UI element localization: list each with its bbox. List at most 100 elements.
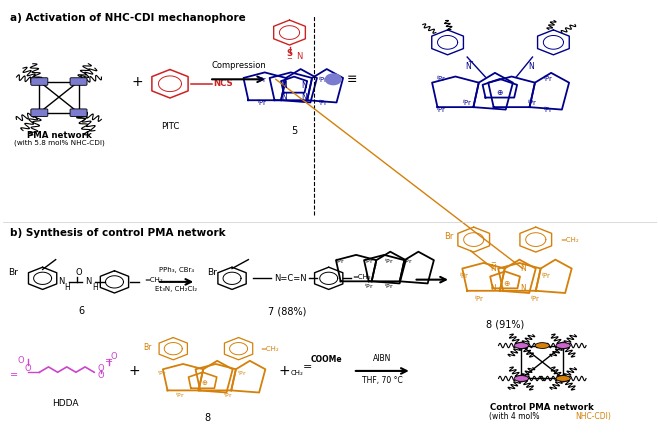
Text: H: H: [92, 283, 98, 292]
Text: Et₃N, CH₂Cl₂: Et₃N, CH₂Cl₂: [155, 286, 197, 293]
Text: Br: Br: [207, 268, 217, 277]
Text: H: H: [64, 283, 70, 292]
Text: +: +: [278, 364, 290, 378]
Text: N: N: [520, 284, 526, 293]
Text: +: +: [132, 74, 143, 89]
Text: N: N: [520, 264, 526, 273]
Circle shape: [326, 74, 341, 85]
Text: Compression: Compression: [211, 61, 266, 70]
Text: =CH₂: =CH₂: [560, 237, 578, 242]
Text: =: =: [105, 356, 113, 366]
Text: N=C=N: N=C=N: [274, 274, 307, 283]
Text: 5: 5: [291, 126, 297, 136]
Text: NCS: NCS: [214, 79, 234, 88]
Text: $^i$Pr: $^i$Pr: [403, 256, 413, 266]
Text: O: O: [111, 352, 117, 361]
Text: N: N: [528, 62, 534, 71]
Text: $^i$Pr: $^i$Pr: [530, 294, 541, 306]
Text: HDDA: HDDA: [52, 399, 79, 408]
Text: $^i$Pr: $^i$Pr: [365, 282, 374, 291]
Text: O: O: [97, 371, 104, 380]
Text: N: N: [282, 82, 287, 90]
Text: $^i$Pr: $^i$Pr: [318, 74, 329, 86]
Text: $^i$Pr: $^i$Pr: [384, 256, 393, 266]
Text: $^i$Pr: $^i$Pr: [257, 98, 268, 109]
Text: N: N: [490, 284, 496, 293]
Text: $^i$Pr: $^i$Pr: [436, 105, 446, 116]
Text: Br: Br: [444, 232, 453, 241]
Text: =CH₂: =CH₂: [144, 277, 163, 283]
Text: $^i$Pr: $^i$Pr: [384, 282, 393, 291]
Text: $^i$Pr: $^i$Pr: [474, 294, 484, 306]
Text: Control PMA network: Control PMA network: [490, 404, 594, 413]
Text: =CH₂: =CH₂: [352, 274, 371, 280]
Text: =: =: [11, 370, 18, 380]
FancyBboxPatch shape: [70, 109, 87, 116]
Text: $^i$Pr: $^i$Pr: [157, 369, 167, 378]
Ellipse shape: [535, 343, 549, 349]
FancyBboxPatch shape: [70, 78, 87, 85]
Text: N: N: [490, 264, 496, 273]
Text: $^i$Pr: $^i$Pr: [542, 271, 552, 282]
Text: $^i$Pr: $^i$Pr: [335, 256, 345, 266]
FancyBboxPatch shape: [31, 109, 48, 116]
Ellipse shape: [514, 375, 528, 381]
Text: $^i$Pr: $^i$Pr: [544, 105, 554, 116]
Text: $^i$Pr: $^i$Pr: [318, 98, 329, 109]
Text: N: N: [301, 82, 307, 90]
Text: O: O: [75, 267, 82, 276]
Text: =: =: [303, 362, 312, 372]
Text: O: O: [18, 356, 24, 365]
Text: PITC: PITC: [161, 121, 179, 131]
Text: S: S: [286, 49, 293, 58]
Text: $^i$Pr: $^i$Pr: [459, 271, 469, 282]
Text: $^i$Pr: $^i$Pr: [462, 98, 472, 109]
Ellipse shape: [556, 375, 570, 381]
Text: N: N: [296, 52, 303, 60]
Text: −: −: [287, 56, 292, 62]
Text: $^i$Pr: $^i$Pr: [222, 391, 232, 400]
Text: −: −: [490, 260, 496, 266]
Text: ⊕: ⊕: [503, 279, 509, 288]
Text: (with 4 mol%: (with 4 mol%: [490, 412, 542, 421]
Ellipse shape: [514, 343, 528, 349]
Text: :: :: [374, 258, 378, 268]
Text: $^i$Pr: $^i$Pr: [257, 74, 268, 86]
Ellipse shape: [556, 343, 570, 349]
Text: =CH₂: =CH₂: [260, 346, 279, 352]
Text: +: +: [128, 364, 140, 378]
Text: O: O: [24, 364, 31, 373]
Text: b) Synthesis of control PMA network: b) Synthesis of control PMA network: [10, 228, 226, 238]
Text: AIBN: AIBN: [373, 354, 392, 363]
Text: CH₂: CH₂: [291, 370, 304, 376]
Text: O: O: [97, 364, 104, 373]
Text: N: N: [58, 277, 64, 286]
Text: $^i$Pr: $^i$Pr: [527, 98, 538, 109]
Text: −: −: [468, 60, 473, 65]
Text: a) Activation of NHC-CDI mechanophore: a) Activation of NHC-CDI mechanophore: [10, 13, 245, 22]
Text: ⊕: ⊕: [497, 88, 503, 97]
Text: ≡: ≡: [346, 73, 357, 86]
Text: PMA network: PMA network: [26, 130, 91, 139]
FancyBboxPatch shape: [31, 78, 48, 85]
Text: $^i$Pr: $^i$Pr: [436, 73, 446, 85]
Text: $^i$Pr: $^i$Pr: [175, 391, 185, 400]
Text: (with 5.8 mol% NHC-CDI): (with 5.8 mol% NHC-CDI): [14, 139, 105, 146]
Text: NHC-CDI): NHC-CDI): [575, 412, 611, 421]
Text: COOMe: COOMe: [311, 355, 342, 364]
Text: N: N: [85, 277, 91, 286]
Text: 7 (88%): 7 (88%): [268, 306, 307, 316]
Text: $^i$Pr: $^i$Pr: [365, 256, 374, 266]
Text: THF, 70 °C: THF, 70 °C: [362, 376, 403, 385]
Text: Br: Br: [143, 343, 152, 352]
Text: N: N: [466, 62, 471, 71]
Text: 8 (91%): 8 (91%): [486, 320, 524, 330]
Text: Br: Br: [9, 268, 18, 277]
Text: $^i$Pr: $^i$Pr: [544, 73, 554, 85]
Text: ⊕: ⊕: [201, 380, 207, 386]
Text: N: N: [301, 93, 307, 102]
Text: $^i$Pr: $^i$Pr: [237, 369, 247, 378]
Text: 8: 8: [205, 413, 211, 423]
Text: N: N: [282, 93, 287, 102]
Text: PPh₃, CBr₄: PPh₃, CBr₄: [159, 267, 194, 273]
